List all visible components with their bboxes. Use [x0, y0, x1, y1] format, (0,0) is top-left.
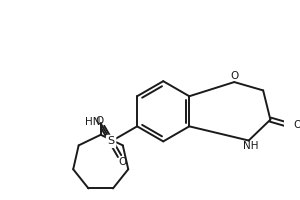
Text: O: O	[95, 116, 103, 126]
Text: O: O	[230, 71, 238, 81]
Text: O: O	[119, 157, 127, 167]
Text: S: S	[107, 136, 115, 146]
Text: HN: HN	[85, 117, 101, 127]
Text: O: O	[294, 120, 300, 130]
Text: NH: NH	[243, 141, 258, 151]
